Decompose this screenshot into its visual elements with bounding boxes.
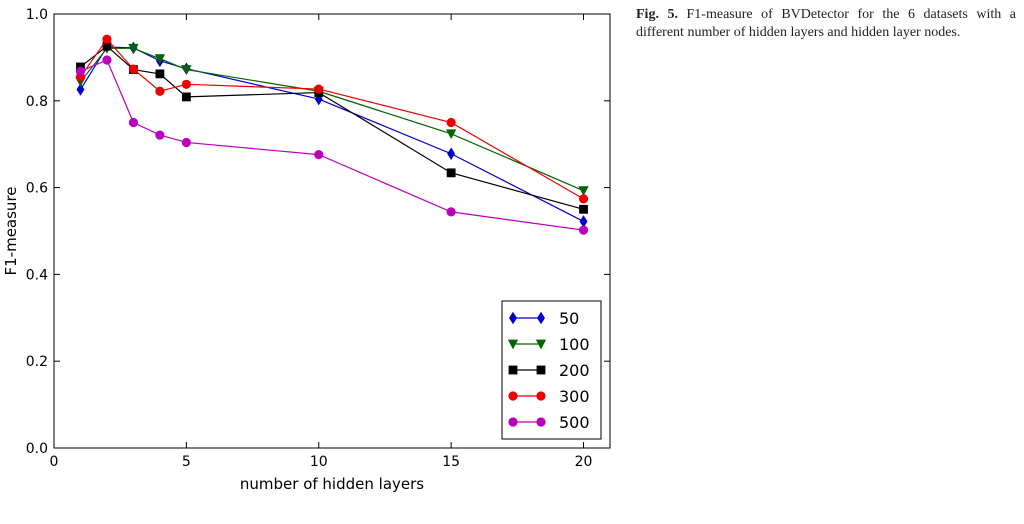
legend-entry: 100 (507, 335, 590, 354)
legend-entry: 50 (509, 309, 579, 328)
y-tick-label: 0.4 (26, 267, 48, 283)
legend-marker (536, 417, 546, 427)
legend-marker (536, 391, 546, 401)
x-tick-label: 15 (442, 454, 460, 470)
data-point (76, 83, 85, 96)
legend-marker (509, 311, 517, 325)
legend-marker (508, 417, 518, 427)
legend-marker (537, 311, 545, 325)
caption-text: F1-measure of BVDetector for the 6 datas… (636, 7, 1016, 40)
data-point (128, 117, 139, 128)
series-line (80, 59, 584, 231)
y-tick-label: 0.0 (26, 441, 48, 457)
data-point (578, 186, 589, 196)
legend-label: 300 (559, 387, 590, 406)
data-point (75, 66, 86, 76)
data-point (154, 54, 166, 65)
series-500 (75, 55, 589, 235)
series-line (79, 38, 584, 200)
legend-label: 100 (559, 335, 590, 354)
data-point (578, 194, 589, 204)
x-tick-label: 20 (575, 454, 593, 470)
caption-label: Fig. 5. (636, 7, 678, 22)
y-axis-label: F1-measure (2, 186, 20, 275)
data-point (181, 79, 191, 89)
data-point (578, 225, 589, 235)
x-tick-label: 5 (182, 454, 191, 470)
y-tick-label: 0.2 (26, 354, 48, 370)
axis-ticks: 0 5 10 15 20 0.0 0.2 0.4 0.6 0.8 1.0 (26, 7, 610, 470)
legend-marker (536, 365, 546, 375)
y-tick-label: 0.6 (26, 181, 48, 197)
data-point (155, 130, 165, 140)
figure-caption: Fig. 5. F1-measure of BVDetector for the… (636, 6, 1016, 42)
series-line (80, 47, 584, 192)
series-300 (75, 34, 589, 204)
data-point (128, 43, 139, 54)
data-point (446, 168, 456, 178)
legend: 50 100 200 300 500 (501, 300, 602, 440)
data-point (579, 204, 588, 214)
data-point (128, 64, 139, 74)
data-point (314, 150, 324, 160)
data-point (181, 65, 192, 75)
series-line (80, 45, 584, 210)
series-line (79, 46, 584, 222)
x-tick-label: 10 (310, 454, 328, 470)
data-point (181, 92, 191, 102)
f1-line-chart: 0 5 10 15 20 0.0 0.2 0.4 0.6 0.8 1.0 number of hid… (2, 7, 611, 493)
chart-svg: 0 5 10 15 20 0.0 0.2 0.4 0.6 0.8 1.0 number of hid… (2, 7, 611, 493)
legend-marker (507, 339, 519, 350)
legend-marker (535, 339, 547, 350)
legend-label: 200 (559, 361, 590, 380)
x-tick-label: 0 (50, 454, 59, 470)
legend-marker (508, 391, 518, 401)
legend-label: 50 (559, 309, 579, 328)
data-point (181, 137, 191, 148)
series-layer (75, 34, 589, 235)
data-point (155, 86, 165, 96)
data-point (155, 69, 165, 79)
legend-entry: 200 (508, 361, 590, 380)
data-point (102, 55, 112, 65)
legend-entry: 300 (508, 387, 590, 406)
data-point (314, 84, 324, 94)
data-point (102, 34, 112, 44)
data-point (446, 207, 456, 217)
y-tick-label: 0.8 (26, 94, 48, 110)
legend-entry: 500 (508, 413, 590, 432)
data-point (445, 129, 457, 140)
legend-marker (508, 365, 518, 375)
x-axis-label: number of hidden layers (240, 475, 424, 493)
data-point (447, 147, 456, 160)
legend-label: 500 (559, 413, 590, 432)
data-point (446, 117, 456, 128)
y-tick-label: 1.0 (26, 7, 48, 23)
